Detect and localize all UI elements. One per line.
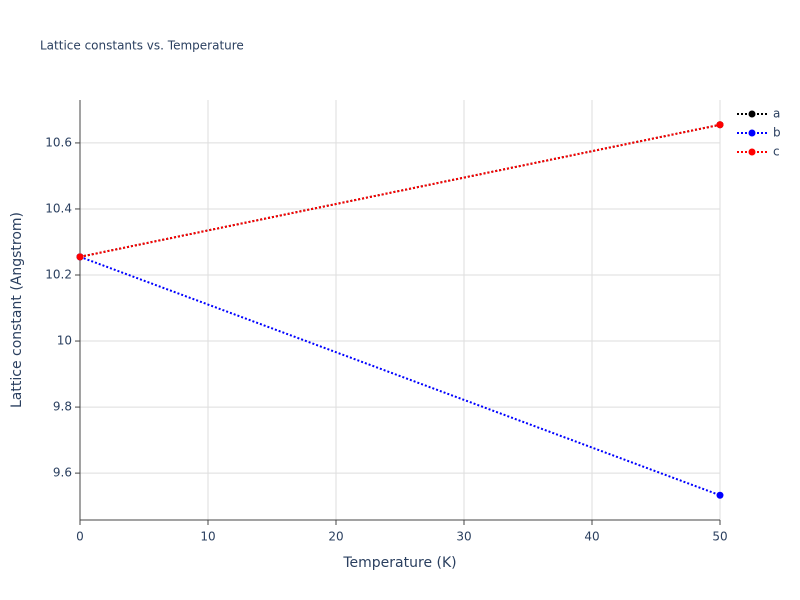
y-tick-label: 10 <box>57 334 72 348</box>
x-tick-label: 50 <box>712 530 727 544</box>
y-tick-label: 9.8 <box>53 400 72 414</box>
x-tick-label: 40 <box>584 530 599 544</box>
y-tick-label: 10.6 <box>45 135 72 149</box>
legend-marker <box>748 148 756 156</box>
series-line <box>79 123 721 258</box>
legend-marker <box>748 129 756 137</box>
series-line <box>79 123 721 258</box>
x-tick-label: 30 <box>456 530 471 544</box>
x-axis-label: Temperature (K) <box>342 555 456 571</box>
legend-label: c <box>773 145 780 159</box>
point <box>76 253 84 261</box>
x-tick-label: 20 <box>328 530 343 544</box>
x-tick-label: 0 <box>76 530 84 544</box>
point <box>716 491 724 499</box>
legend-label: b <box>773 126 781 140</box>
legend-label: a <box>773 107 780 121</box>
y-tick-label: 10.4 <box>45 201 72 215</box>
legend-marker <box>748 110 756 118</box>
series-line <box>79 255 721 497</box>
y-tick-label: 9.6 <box>53 466 72 480</box>
point <box>716 121 724 129</box>
chart-title: Lattice constants vs. Temperature <box>40 39 244 53</box>
x-tick-label: 10 <box>200 530 215 544</box>
y-axis-label: Lattice constant (Angstrom) <box>9 212 25 408</box>
y-tick-label: 10.2 <box>45 268 72 282</box>
